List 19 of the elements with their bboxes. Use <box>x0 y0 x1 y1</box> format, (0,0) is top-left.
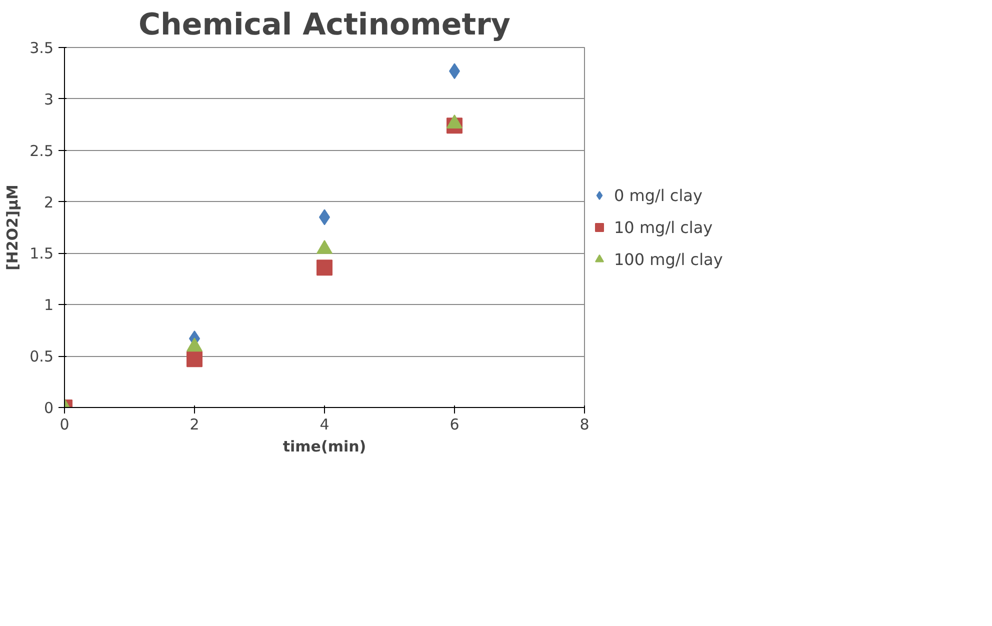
y-tick-label: 1 <box>44 296 54 314</box>
y-tick-label: 3.5 <box>30 39 54 57</box>
y-tick-label: 3 <box>44 90 54 108</box>
y-tick-label: 2.5 <box>30 142 54 160</box>
x-tick-label: 8 <box>580 416 590 434</box>
x-tick-label: 6 <box>450 416 460 434</box>
x-tick-label: 4 <box>320 416 330 434</box>
chart-title: Chemical Actinometry <box>138 8 511 42</box>
y-tick-label: 0 <box>44 399 54 417</box>
x-tick-label: 2 <box>190 416 200 434</box>
legend-label: 0 mg/l clay <box>614 186 702 204</box>
y-tick-label: 1.5 <box>30 244 54 263</box>
x-axis-title: time(min) <box>282 438 366 456</box>
y-tick-label: 2 <box>44 193 54 212</box>
x-tick-label: 0 <box>60 416 70 434</box>
y-tick-label: 0.5 <box>30 348 54 366</box>
y-axis-title: [H2O2]µM <box>4 184 22 270</box>
legend-label: 100 mg/l clay <box>614 250 723 268</box>
legend-label: 10 mg/l clay <box>614 218 713 236</box>
